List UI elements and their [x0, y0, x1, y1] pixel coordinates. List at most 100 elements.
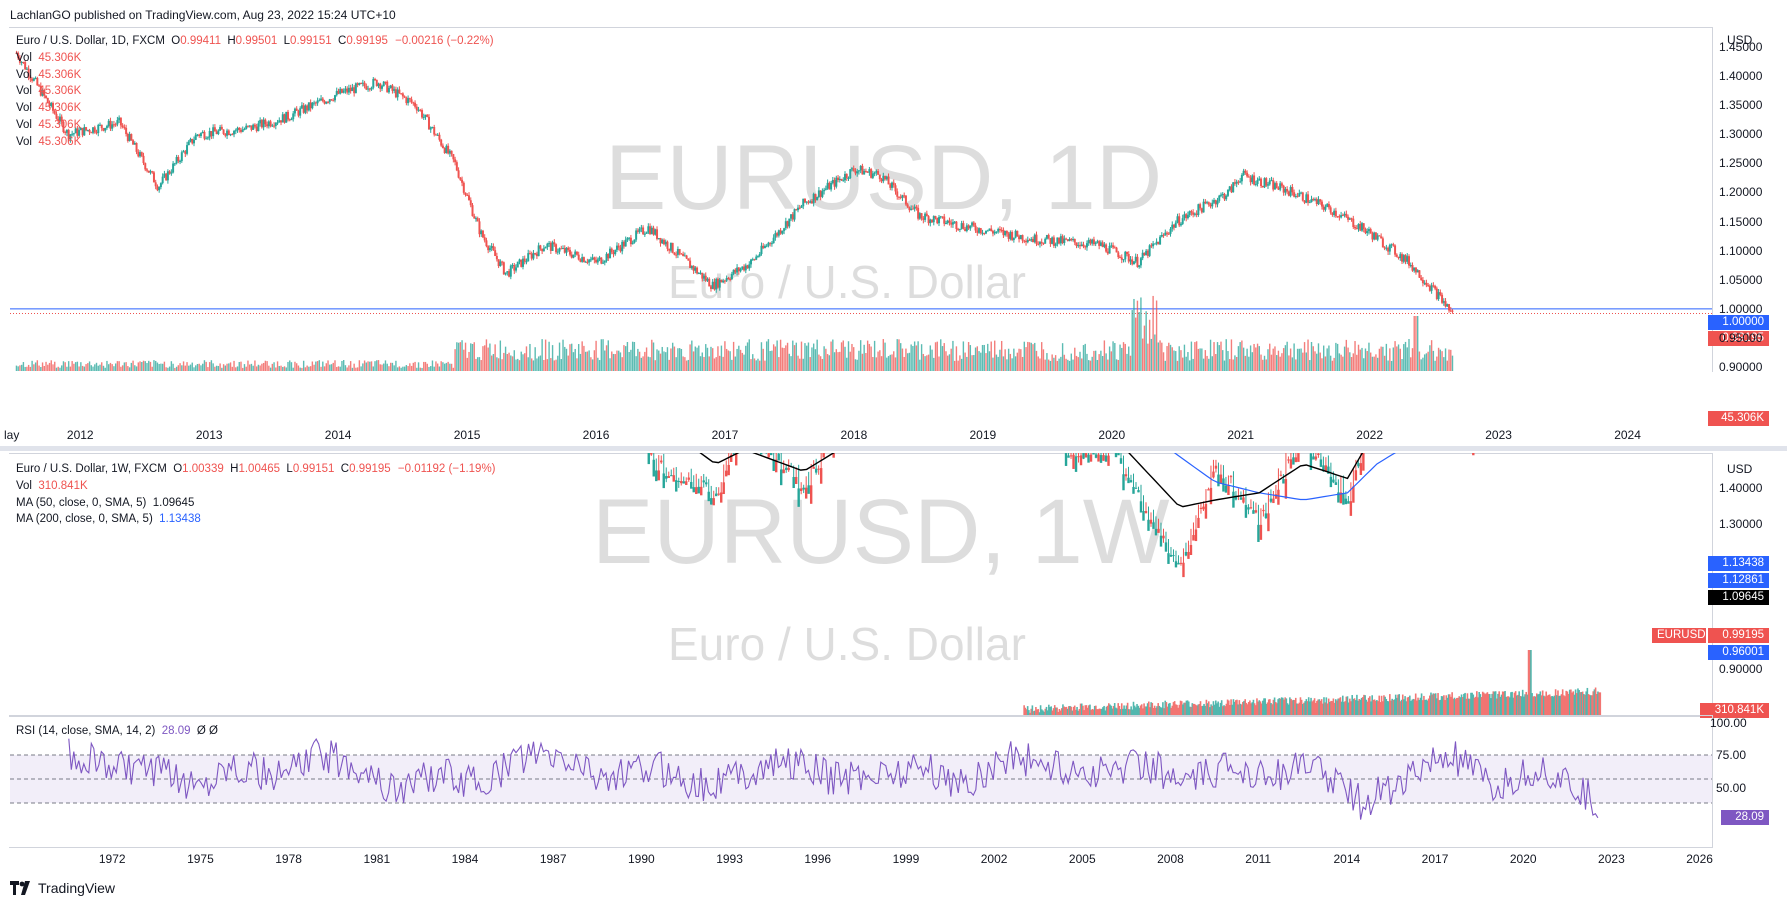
weekly-volume-bar: [1401, 694, 1404, 715]
weekly-candle-body: [730, 454, 733, 462]
daily-candle-body: [382, 81, 385, 87]
weekly-candle-body: [1067, 455, 1070, 458]
daily-candle-body: [304, 105, 307, 113]
daily-volume-bar: [52, 364, 54, 371]
daily-volume-bar: [999, 349, 1001, 371]
daily-volume-bar: [384, 360, 387, 371]
daily-candle-body: [1085, 243, 1088, 248]
weekly-volume-bar: [1338, 698, 1341, 715]
daily-volume-bar: [1450, 349, 1452, 371]
daily-candle-body: [948, 220, 951, 223]
daily-candle-body: [797, 207, 800, 211]
daily-volume-bar: [184, 365, 186, 371]
daily-volume-bar: [1182, 357, 1184, 371]
rsi-chart[interactable]: [10, 715, 1712, 846]
weekly-volume-bar: [1458, 696, 1460, 715]
weekly-volume-bar: [1025, 709, 1028, 715]
weekly-volume-bar: [1179, 700, 1182, 715]
top-candles: [15, 50, 1454, 314]
weekly-volume-bar: [1274, 702, 1277, 715]
daily-candle-body: [1333, 210, 1336, 215]
daily-candle-body: [899, 196, 902, 198]
daily-volume-bar: [1335, 342, 1337, 371]
daily-candle-body: [132, 140, 135, 145]
top-price-pane[interactable]: [9, 27, 1713, 372]
watermark-name-1d: Euro / U.S. Dollar: [668, 256, 1026, 308]
daily-candle-body: [817, 190, 820, 198]
weekly-volume-bar: [1037, 709, 1040, 715]
daily-volume-bar: [630, 349, 632, 371]
ma50-value: 1.09645: [152, 496, 195, 509]
weekly-candle-body: [822, 453, 825, 458]
weekly-candle-body: [774, 459, 778, 473]
daily-candle-body: [1275, 183, 1278, 189]
daily-candle-body: [537, 245, 540, 257]
daily-candle-body: [114, 124, 117, 126]
daily-volume-bar: [1443, 357, 1445, 371]
daily-candle-body: [130, 134, 133, 141]
daily-volume-bar: [903, 356, 905, 371]
weekly-volume-bar: [1537, 694, 1539, 715]
daily-candle-body: [1141, 252, 1144, 259]
weekly-volume-bar: [1464, 692, 1466, 715]
weekly-candle-body: [1259, 524, 1263, 540]
rsi-pane[interactable]: [9, 715, 1713, 848]
daily-candle-body: [1421, 279, 1424, 284]
weekly-volume-bar: [1026, 706, 1029, 715]
daily-volume-bar: [1284, 345, 1287, 371]
tradingview-footer[interactable]: TradingView: [10, 880, 115, 896]
weekly-volume-bar: [1184, 702, 1187, 715]
daily-volume-bar: [1016, 352, 1019, 371]
top-time-tick: 2014: [324, 428, 352, 442]
weekly-volume-bar: [1083, 710, 1085, 715]
weekly-volume-bar: [1227, 700, 1230, 715]
daily-volume-bar: [104, 367, 106, 371]
daily-candle-body: [480, 230, 483, 235]
daily-volume-bar: [271, 363, 274, 371]
daily-candle-body: [934, 216, 937, 218]
bottom-tick-1.40: 1.40000: [1719, 481, 1763, 495]
daily-candle-body: [680, 253, 683, 255]
weekly-candle-body: [712, 498, 715, 506]
weekly-candle-body: [797, 488, 800, 507]
weekly-volume-bar: [1483, 692, 1485, 715]
weekly-volume-bar: [1396, 697, 1398, 715]
daily-volume-bar: [922, 353, 925, 371]
daily-candle-body: [306, 105, 309, 111]
daily-volume-bar: [1256, 343, 1259, 371]
daily-volume-bar: [494, 344, 496, 371]
weekly-volume-bar: [1343, 702, 1345, 715]
daily-volume-bar: [1060, 356, 1062, 371]
daily-candle-body: [1206, 202, 1209, 204]
daily-candle-chart[interactable]: [10, 27, 1712, 427]
lower-line-tag: 0.96001: [1708, 645, 1769, 660]
daily-candle-body: [267, 121, 270, 127]
daily-candle-body: [1012, 237, 1015, 241]
daily-candle-body: [567, 247, 570, 250]
daily-candle-body: [15, 52, 18, 54]
daily-volume-bar: [153, 360, 155, 371]
top-time-tick: 2023: [1485, 428, 1512, 442]
daily-volume-bar: [43, 365, 45, 371]
daily-candle-body: [1115, 247, 1118, 253]
daily-volume-bar: [1002, 356, 1005, 371]
weekly-volume-bar: [1206, 703, 1209, 715]
daily-volume-bar: [1333, 357, 1335, 371]
weekly-candle-body: [1164, 542, 1168, 552]
daily-volume-bar: [536, 358, 538, 371]
daily-candle-body: [699, 272, 702, 274]
daily-volume-bar: [111, 364, 113, 371]
daily-volume-bar: [1289, 348, 1292, 371]
daily-volume-bar: [492, 354, 495, 371]
daily-candle-body: [159, 183, 162, 188]
daily-candle-body: [998, 229, 1001, 231]
daily-candle-body: [523, 258, 526, 262]
daily-candle-body: [981, 232, 984, 234]
daily-volume-bar: [95, 362, 98, 371]
daily-volume-bar: [604, 350, 606, 371]
daily-candle-body: [494, 250, 497, 256]
daily-candle-body: [701, 272, 704, 279]
daily-candle-body: [990, 228, 993, 232]
weekly-candle-chart[interactable]: [10, 453, 1712, 715]
daily-volume-bar: [442, 362, 444, 371]
